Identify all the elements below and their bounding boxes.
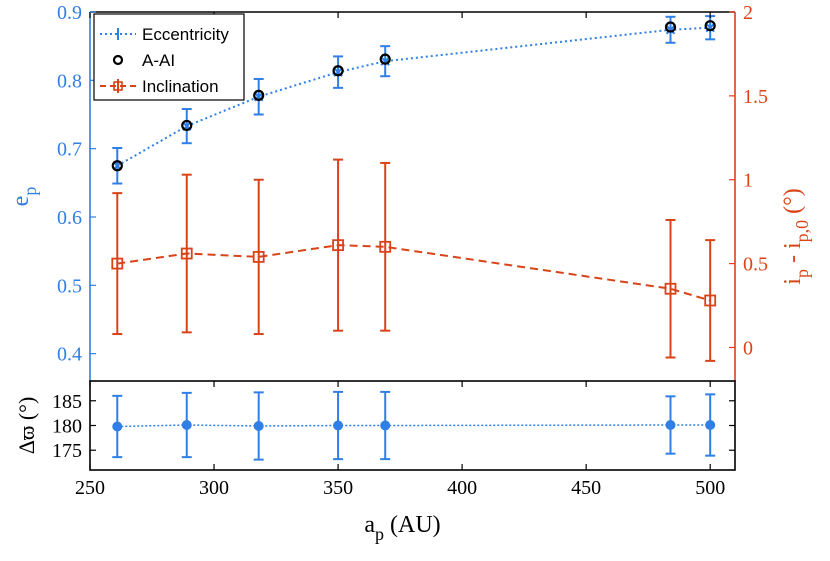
delta-varpi-point — [665, 420, 676, 431]
left-y-tick-label: 0.9 — [57, 2, 82, 24]
inclination-point — [180, 247, 193, 260]
legend-inclination-marker — [113, 81, 123, 91]
aai-point — [704, 20, 716, 32]
x-axis-label: ap (AU) — [364, 512, 440, 544]
delta-varpi-point — [112, 421, 123, 432]
right-y-tick-label: 1 — [743, 170, 753, 192]
right-y-axis-label-text: ip - ip,0 (°) — [780, 188, 812, 284]
x-tick-label: 500 — [695, 477, 725, 499]
x-tick-label: 250 — [75, 477, 105, 499]
aai-point — [664, 21, 677, 33]
left-y-axis-label-text: ep — [8, 187, 40, 207]
inclination-point — [664, 282, 677, 295]
delta-varpi-point — [333, 420, 344, 431]
right-y-axis-label: ip - ip,0 (°) — [780, 188, 812, 284]
data-marks — [111, 15, 717, 461]
legend: Eccentricity A-AI Inclination — [93, 13, 245, 101]
right-y-tick-label: 0 — [743, 337, 753, 359]
x-tick-label: 350 — [323, 477, 353, 499]
legend-entry-label: Inclination — [142, 77, 219, 96]
eccentricity-point-b — [665, 25, 676, 35]
inclination-point — [332, 239, 344, 252]
aai-point — [111, 160, 123, 172]
axes: 250 300 350 400 450 500 0.4 0.5 0.6 0.7 0.8 0.9 ep 0 0… — [8, 2, 812, 544]
bottom-y-tick-label: 180 — [52, 416, 82, 438]
aai-point — [253, 89, 265, 101]
bottom-y-tick-label: 185 — [52, 391, 82, 413]
delta-varpi-point — [380, 420, 391, 431]
left-y-tick-label: 0.6 — [57, 207, 82, 229]
x-tick-label: 450 — [571, 477, 601, 499]
delta-varpi-line — [117, 424, 711, 428]
delta-varpi-point — [705, 420, 716, 431]
left-y-tick-label: 0.4 — [57, 344, 82, 366]
bottom-y-axis-label-text: Δϖ (°) — [14, 397, 39, 455]
left-y-axis-label: ep — [8, 187, 40, 207]
legend-entry-label: Eccentricity — [142, 25, 229, 44]
x-tick-label: 300 — [199, 477, 229, 499]
bottom-y-axis-label: Δϖ (°) — [14, 397, 39, 455]
left-y-tick-label: 0.8 — [57, 70, 82, 92]
inclination-point — [704, 294, 717, 307]
aai-point — [181, 119, 193, 132]
delta-varpi-point — [181, 420, 192, 431]
inclination-point — [252, 250, 265, 263]
delta-varpi-point — [253, 420, 264, 431]
legend-entry-label: A-AI — [142, 51, 175, 70]
aai-point — [332, 65, 344, 77]
right-y-tick-label: 1.5 — [743, 86, 768, 108]
bottom-y-tick-label: 175 — [52, 440, 82, 462]
legend-aai-marker — [112, 54, 124, 66]
left-y-tick-label: 0.7 — [57, 139, 82, 161]
aai-point — [379, 53, 391, 65]
inclination-point — [379, 240, 392, 253]
right-y-tick-label: 2 — [743, 2, 753, 24]
inclination-point — [111, 257, 124, 270]
x-tick-label: 400 — [447, 477, 477, 499]
inclination-line — [117, 244, 711, 302]
left-y-tick-label: 0.5 — [57, 275, 82, 297]
right-y-tick-label: 0.5 — [743, 254, 768, 276]
